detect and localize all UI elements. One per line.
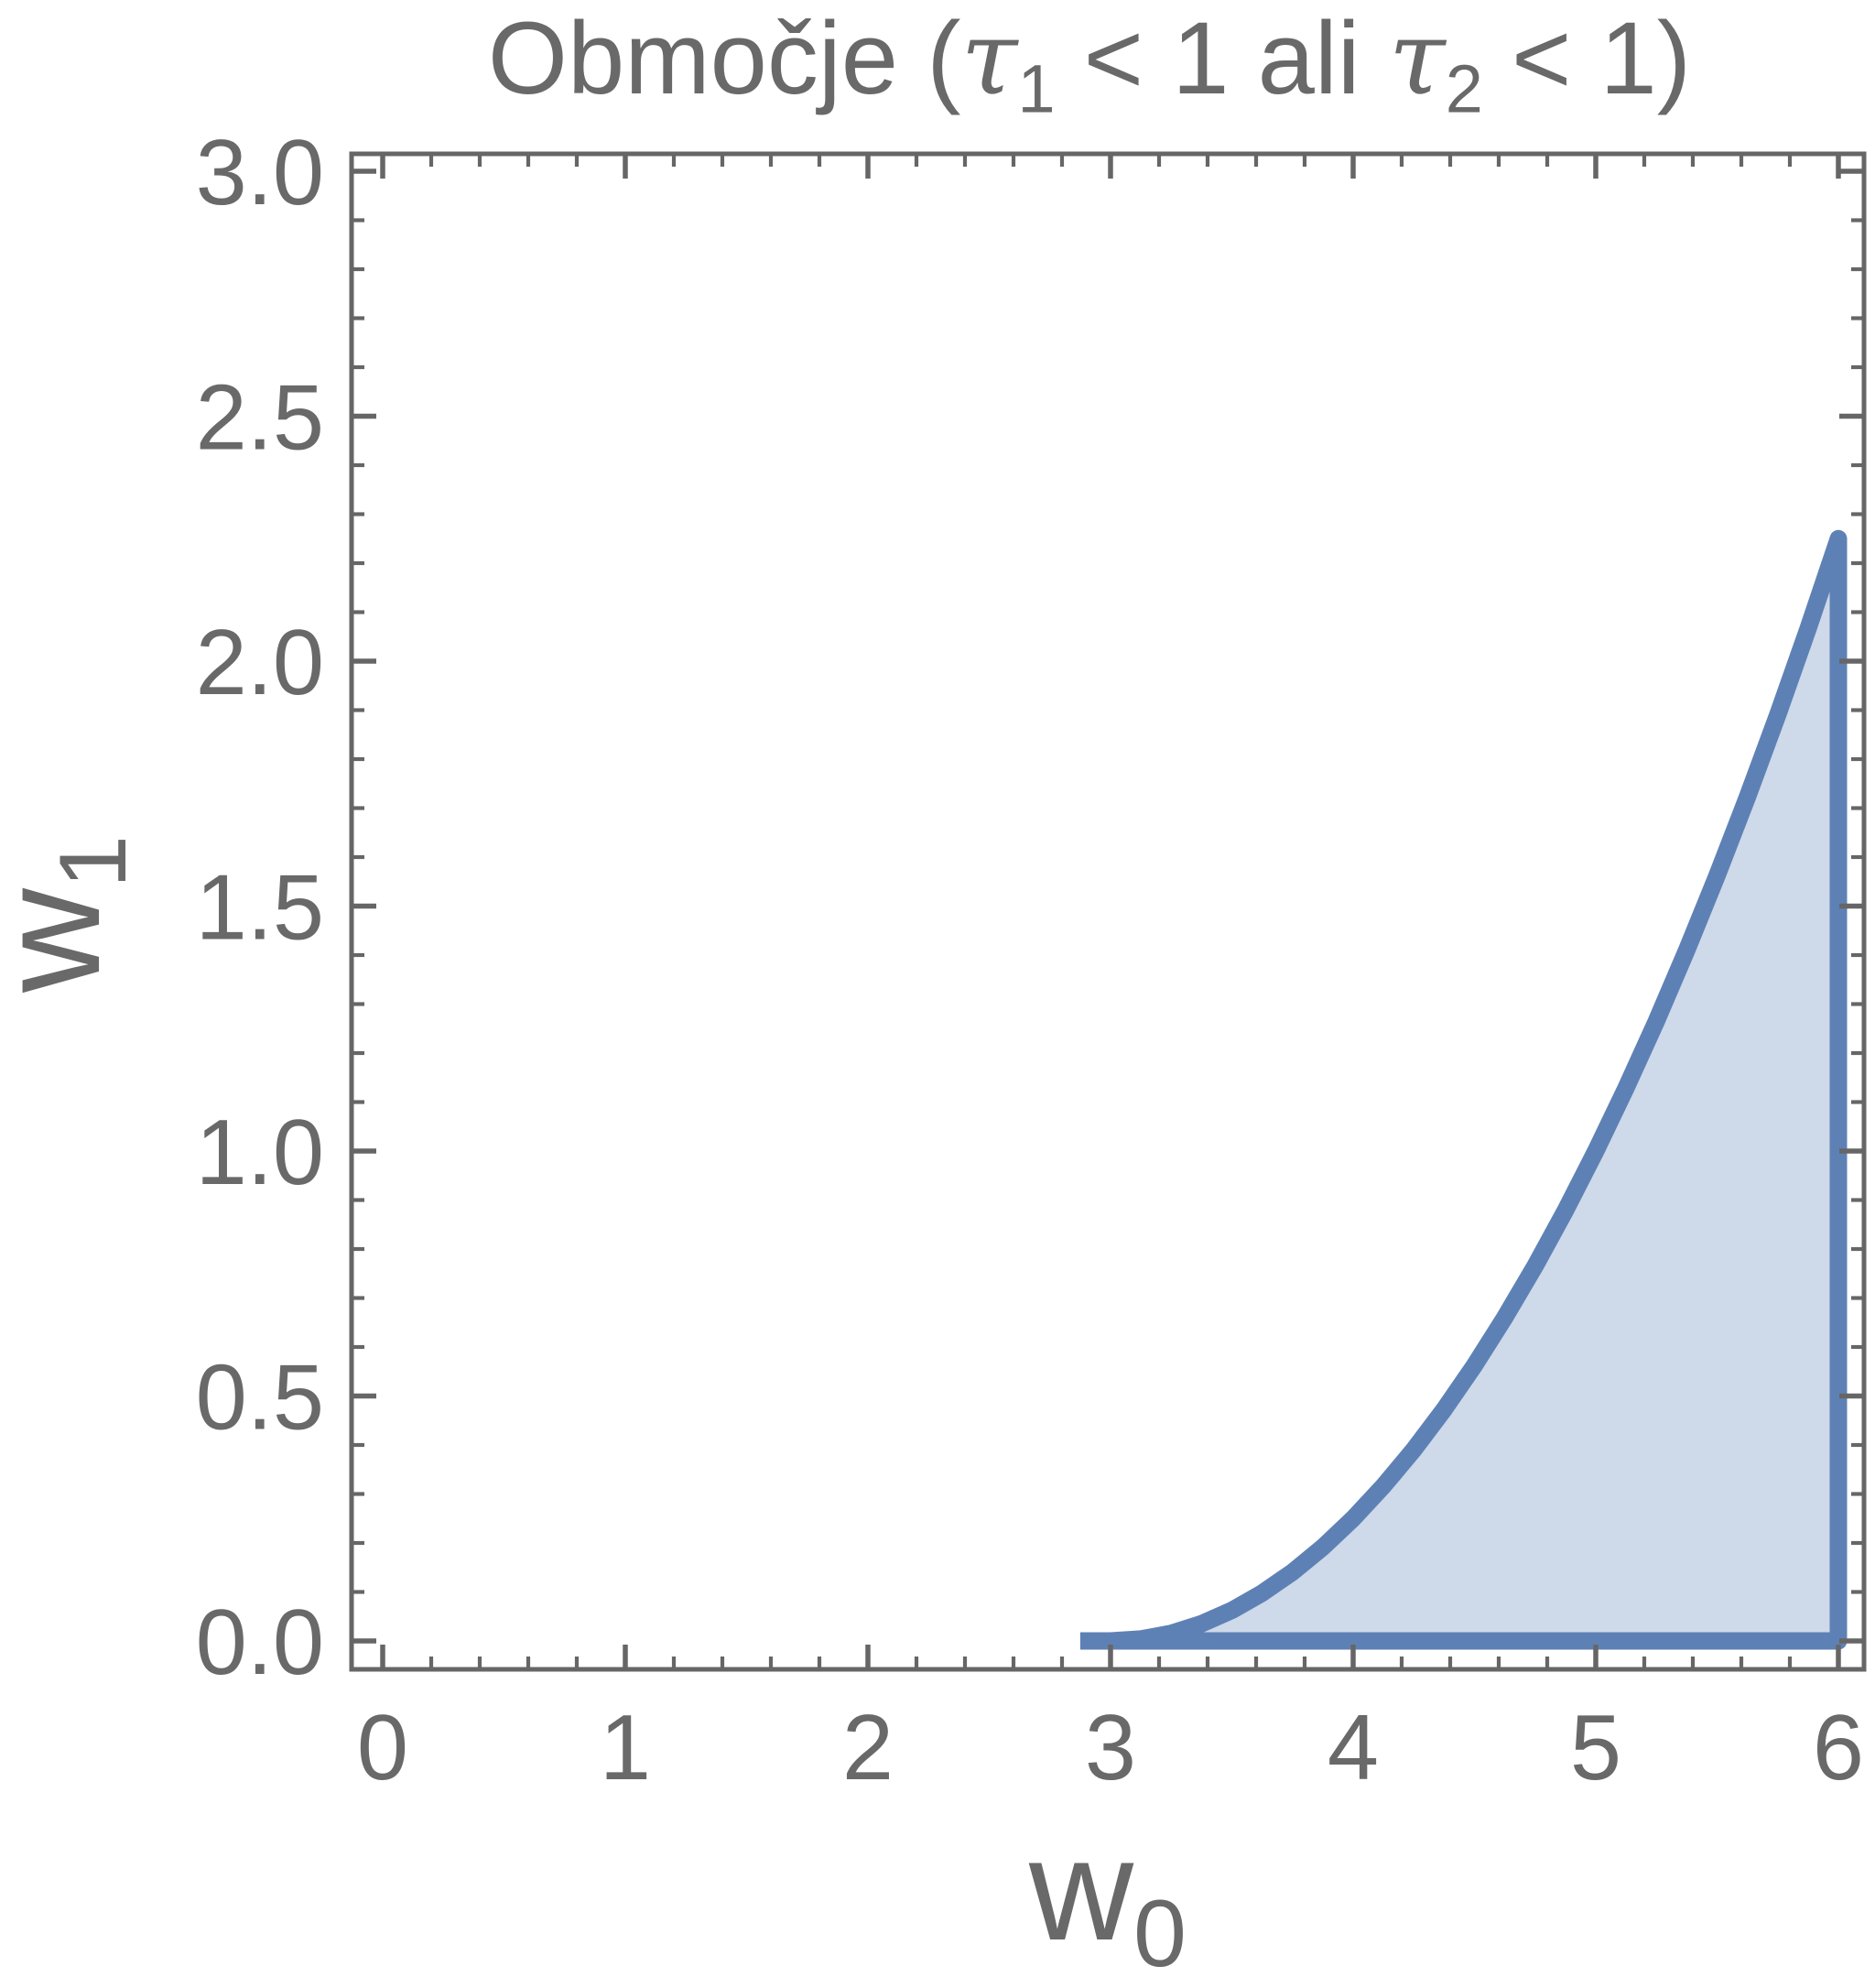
- x-tick-label-3: 3: [1085, 1697, 1136, 1799]
- plot-title-part-2: 1: [1017, 50, 1056, 127]
- x-tick-label-5: 5: [1570, 1697, 1621, 1799]
- y-axis-label-part-0: w: [0, 888, 130, 993]
- y-tick-label-1.0: 1.0: [196, 1102, 324, 1204]
- y-tick-label-2.0: 2.0: [196, 612, 324, 714]
- plot-title-part-5: 2: [1445, 50, 1483, 127]
- y-tick-label-2.5: 2.5: [196, 367, 324, 470]
- x-tick-label-2: 2: [842, 1697, 894, 1799]
- plot-title-part-1: τ: [960, 0, 1018, 118]
- y-axis-label: w1: [0, 835, 146, 993]
- y-tick-label-0.0: 0.0: [196, 1591, 324, 1694]
- x-tick-label-0: 0: [357, 1697, 408, 1799]
- y-tick-label-3.0: 3.0: [196, 122, 324, 224]
- plot-title-part-4: τ: [1388, 0, 1446, 118]
- x-tick-label-1: 1: [600, 1697, 651, 1799]
- y-tick-label-0.5: 0.5: [196, 1347, 324, 1450]
- plot-title-part-0: Območje (: [487, 1, 961, 115]
- plot-frame: [349, 151, 1867, 1672]
- plot-title-part-6: < 1): [1482, 1, 1692, 115]
- x-axis-label-part-1: 0: [1133, 1881, 1187, 1988]
- x-axis-label: w0: [352, 1809, 1864, 1988]
- y-axis-label-part-1: 1: [40, 834, 147, 888]
- y-tick-label-1.5: 1.5: [196, 857, 324, 960]
- x-tick-label-6: 6: [1813, 1697, 1864, 1799]
- x-axis-label-part-0: w: [1028, 1809, 1134, 1971]
- plot-title-part-3: < 1 ali: [1055, 1, 1389, 115]
- x-tick-label-4: 4: [1328, 1697, 1379, 1799]
- plot-title: Območje (τ1 < 1 ali τ2 < 1): [311, 2, 1868, 126]
- region-fill: [1111, 538, 1838, 1641]
- region-boundary-curve: [1101, 529, 1848, 1650]
